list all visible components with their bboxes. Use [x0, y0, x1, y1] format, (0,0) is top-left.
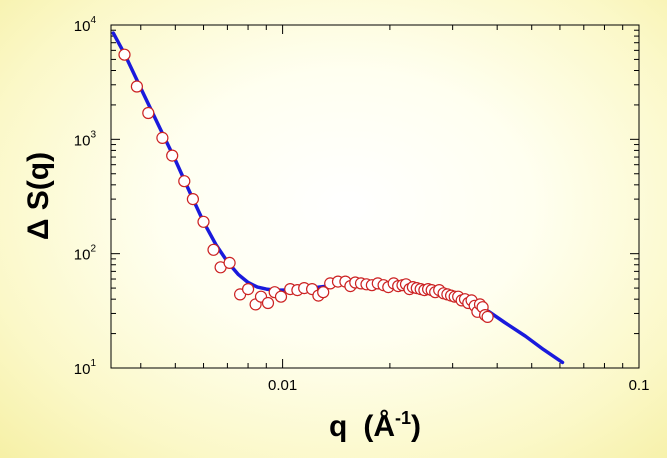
data-point-1: [130, 80, 143, 93]
x-axis-title: q (Å-1): [329, 408, 421, 443]
data-point-0: [118, 48, 131, 61]
y-tick-label-1: 102: [74, 244, 97, 264]
data-point-23: [317, 286, 330, 299]
x-tick-label-0: 0.01: [268, 377, 297, 394]
plot-frame: [110, 24, 640, 369]
x-axis-title-unit: (Å: [363, 410, 395, 443]
tick-labels: 0.01 0.1 101 102 103 104: [74, 15, 650, 394]
data-markers-layer: [118, 48, 494, 323]
data-point-15: [261, 296, 275, 310]
y-axis-title: Δ S(q): [22, 152, 55, 240]
data-point-4: [166, 149, 179, 162]
fit-curve: [111, 31, 565, 365]
data-point-6: [186, 193, 199, 206]
data-point-12: [242, 283, 255, 296]
data-point-7: [197, 215, 210, 228]
fit-curve-layer: [111, 31, 565, 365]
y-tick-label-2: 103: [74, 129, 97, 149]
x-axis-title-main: q: [329, 410, 347, 443]
data-point-2: [142, 106, 155, 120]
axis-ticks: [111, 24, 640, 369]
data-point-8: [207, 243, 220, 256]
data-point-5: [178, 175, 191, 188]
y-tick-label-0: 101: [74, 358, 97, 378]
data-point-3: [156, 131, 169, 144]
x-axis-title-close: ): [411, 410, 421, 443]
x-tick-label-1: 0.1: [629, 377, 650, 394]
plot-area: [110, 24, 640, 369]
y-tick-label-3: 104: [74, 15, 97, 35]
data-point-62: [481, 310, 494, 323]
data-point-17: [274, 290, 288, 303]
x-axis-title-unit-exp: -1: [395, 408, 411, 428]
data-point-10: [223, 256, 236, 269]
